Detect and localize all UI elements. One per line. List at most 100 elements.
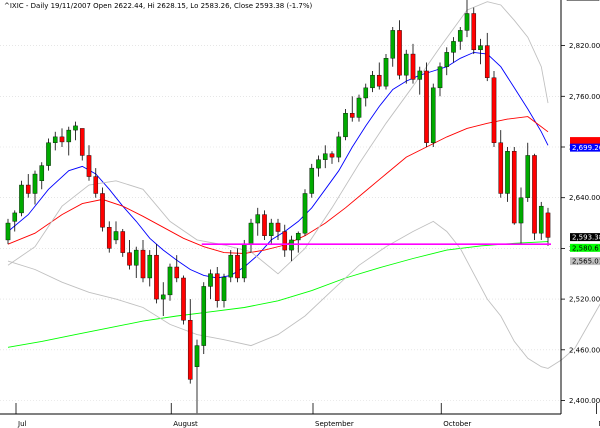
indicator-line-4 (7, 220, 600, 369)
candle-body (437, 66, 443, 89)
candles-layer (5, 0, 551, 414)
y-tick-label: 2,400.00 (569, 397, 600, 405)
candle-body (100, 193, 105, 228)
candle-body (120, 231, 126, 253)
candle-body (376, 74, 382, 87)
candle-body (214, 273, 220, 301)
candle-body (397, 30, 402, 76)
value-tag-label: 2,593.38 (572, 234, 600, 242)
x-tick-label: August (173, 420, 198, 428)
value-tag-label: 2,707.42 (572, 138, 600, 146)
candle-body (208, 273, 213, 287)
value-tag (570, 137, 600, 146)
candle-body (39, 165, 45, 181)
candle-body (181, 277, 186, 321)
candle-body (93, 176, 99, 194)
candle-body (275, 222, 281, 232)
value-tag (570, 243, 600, 252)
candle-body (336, 136, 342, 158)
indicator-line-3 (7, 1, 549, 275)
x-axis-ticks: Jul August September October November (15, 403, 600, 428)
candle-body (32, 173, 38, 194)
candle-body (532, 155, 537, 234)
candle-body (133, 249, 139, 266)
candle-body (255, 214, 261, 224)
candle-body (241, 243, 247, 279)
value-tag-label: 2,699.26 (572, 144, 600, 152)
candle-body (478, 45, 483, 51)
candle-body (417, 70, 423, 80)
candle-body (295, 232, 301, 241)
candle-body (370, 74, 375, 89)
candle-body (538, 205, 544, 234)
candle-body (221, 276, 227, 301)
value-tag (570, 233, 600, 242)
candle-body (201, 286, 207, 346)
candle-body (498, 142, 504, 194)
candle-body (457, 30, 463, 42)
candle-body (505, 151, 510, 194)
candle-body (471, 13, 477, 51)
candle-body (424, 70, 429, 143)
candle-body (113, 231, 119, 241)
candle-body (79, 128, 85, 156)
candle-body (66, 129, 72, 143)
candle-body (52, 136, 58, 143)
candle-body (484, 45, 490, 78)
candle-body (187, 320, 193, 380)
candle-body (127, 252, 132, 266)
y-tick-label: 2,640.00 (569, 194, 600, 202)
candle-body (451, 41, 456, 53)
candle-body (349, 112, 355, 118)
y-tick-label: 2,520.00 (569, 296, 600, 304)
candle-body (5, 222, 11, 241)
y-tick-label: 2,820.00 (569, 42, 600, 50)
candle-body (545, 212, 551, 238)
indicator-line-2 (7, 241, 549, 348)
chart-title: ^IXIC - Daily 19/11/2007 Open 2622.44, H… (4, 2, 312, 10)
y-tick-label: 2,460.00 (569, 346, 600, 354)
candle-body (363, 87, 369, 99)
candle-body (511, 151, 517, 224)
candle-body (403, 53, 409, 76)
candle-body (356, 97, 362, 118)
candle-body (235, 254, 240, 279)
candle-body (430, 87, 436, 143)
candle-body (86, 155, 92, 177)
candle-body (160, 294, 166, 300)
candle-body (464, 13, 470, 31)
value-tag (570, 143, 600, 152)
candle-body (525, 155, 531, 198)
value-tag (570, 257, 600, 266)
candle-body (262, 214, 267, 236)
value-tag-label: 2,580.67 (572, 244, 600, 252)
candle-body (46, 142, 51, 166)
right-value-tags: 2,707.422,699.26 2,593.38 2,580.67 2,565.01 (570, 137, 600, 266)
value-tag-label: 2,565.01 (572, 258, 600, 266)
candle-body (167, 266, 173, 296)
grid-layer (0, 45, 561, 401)
candle-body (19, 184, 24, 214)
x-tick-label: October (443, 420, 471, 428)
candle-body (390, 30, 396, 59)
candle-body (25, 184, 31, 194)
candle-body (322, 153, 328, 160)
candle-body (106, 227, 112, 249)
candle-body (154, 254, 159, 300)
candle-body (383, 58, 389, 87)
y-tick-label: 2,760.00 (569, 93, 600, 101)
candle-body (194, 345, 200, 367)
candle-body (316, 159, 321, 169)
candle-body (282, 231, 288, 251)
candle-body (140, 249, 146, 279)
candle-body (73, 125, 78, 131)
x-tick-label: Jul (17, 420, 27, 428)
x-tick-label: November (599, 420, 600, 428)
x-tick-label: September (315, 420, 354, 428)
candle-body (59, 136, 65, 143)
y-tick-label: 2,878.15 (569, 0, 600, 1)
candle-body (444, 52, 450, 67)
candle-body (228, 254, 234, 278)
